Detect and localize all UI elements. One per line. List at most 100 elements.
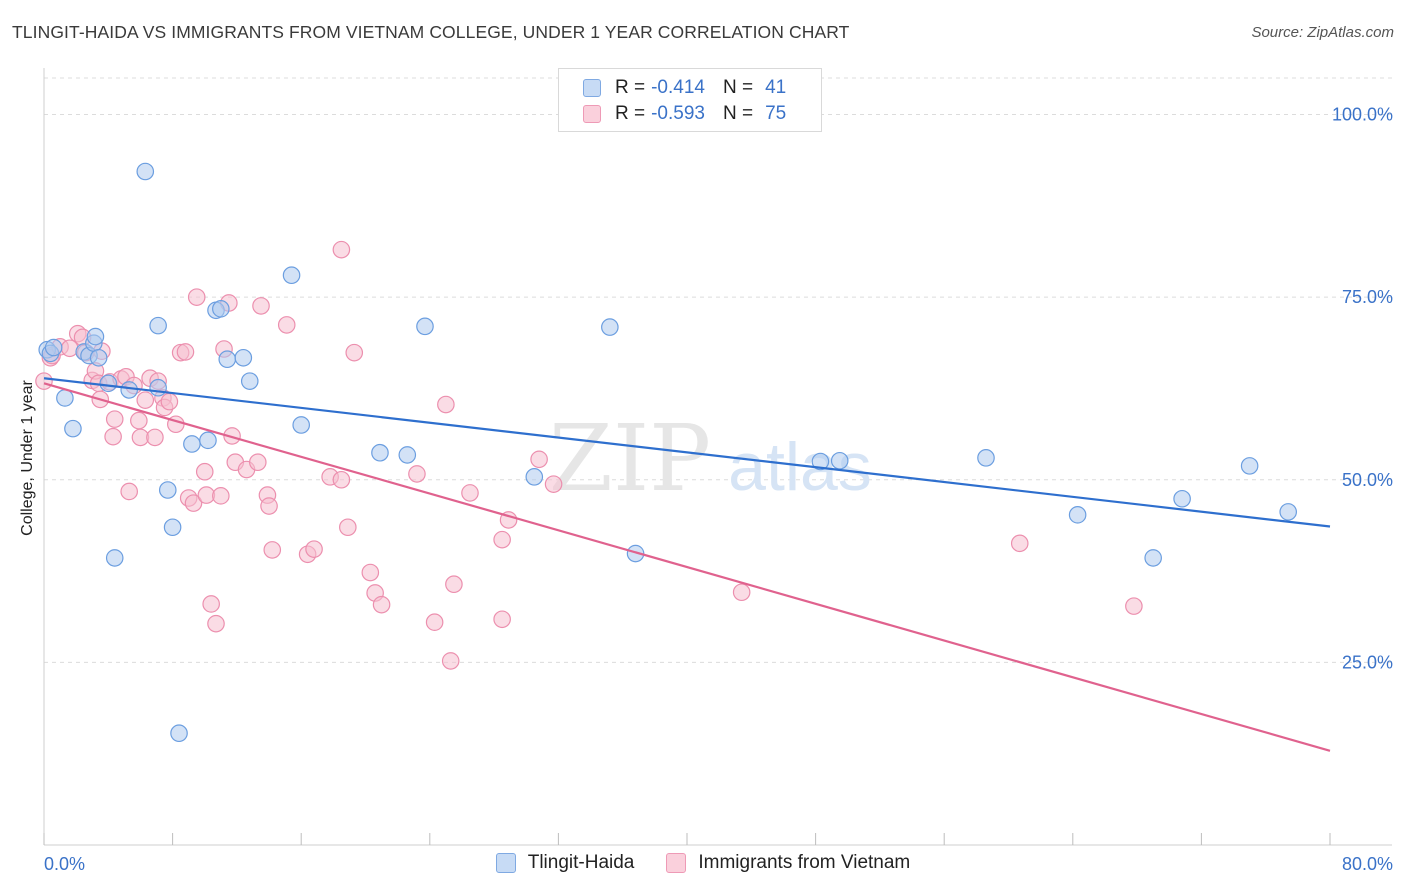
- point-vietnam: [1010, 534, 1029, 553]
- point-tlingit-haida: [105, 549, 124, 567]
- stats-legend: R = -0.414 N = 41 R = -0.593 N = 75: [558, 68, 822, 132]
- point-vietnam: [461, 484, 479, 502]
- point-tlingit-haida: [149, 316, 167, 335]
- point-vietnam: [437, 395, 455, 414]
- source-label: Source: ZipAtlas.com: [1251, 24, 1394, 41]
- trend-lines: [43, 377, 1331, 752]
- point-vietnam: [361, 563, 380, 582]
- point-vietnam: [445, 575, 463, 594]
- point-vietnam: [1125, 597, 1143, 615]
- point-vietnam: [425, 613, 444, 632]
- x-tick-label: 80.0%: [1342, 854, 1393, 874]
- point-vietnam: [732, 583, 751, 602]
- legend-row-tlingit: R = -0.414 N = 41: [583, 76, 786, 100]
- watermark-zip: ZIP: [549, 405, 711, 512]
- point-tlingit-haida: [601, 318, 619, 336]
- point-tlingit-haida: [1144, 549, 1162, 567]
- point-vietnam: [305, 540, 323, 558]
- series-tlingit-haida: [38, 162, 1298, 743]
- grid: [44, 77, 1392, 663]
- legend-label-vietnam: Immigrants from Vietnam: [698, 852, 911, 873]
- point-tlingit-haida: [120, 381, 138, 399]
- point-vietnam: [184, 494, 203, 512]
- x-tick-label: 0.0%: [44, 854, 85, 874]
- point-tlingit-haida: [234, 348, 253, 367]
- point-vietnam: [277, 316, 296, 334]
- point-vietnam: [408, 465, 426, 483]
- point-tlingit-haida: [525, 468, 544, 486]
- watermark: ZIP atlas: [549, 405, 872, 512]
- point-vietnam: [493, 610, 511, 629]
- point-vietnam: [120, 482, 138, 501]
- watermark-atlas: atlas: [728, 429, 872, 505]
- y-tick-label: 50.0%: [1342, 470, 1393, 490]
- legend-swatch-pink: [583, 105, 601, 123]
- point-tlingit-haida: [811, 452, 830, 471]
- y-tick-label: 75.0%: [1342, 287, 1393, 307]
- legend-swatch-blue: [495, 853, 516, 873]
- point-vietnam: [248, 453, 267, 472]
- series-legend: Tlingit-Haida Immigrants from Vietnam: [0, 852, 1406, 874]
- point-tlingit-haida: [149, 378, 167, 397]
- point-vietnam: [332, 240, 351, 259]
- point-vietnam: [372, 595, 391, 614]
- point-vietnam: [105, 410, 124, 428]
- point-tlingit-haida: [199, 431, 217, 450]
- point-tlingit-haida: [626, 544, 645, 563]
- point-vietnam: [493, 530, 511, 549]
- series-immigrants-from-vietnam: [35, 240, 1143, 670]
- point-tlingit-haida: [292, 416, 310, 434]
- legend-label-tlingit-haida: Tlingit-Haida: [527, 852, 635, 873]
- point-tlingit-haida: [64, 419, 82, 438]
- point-tlingit-haida: [1068, 506, 1087, 524]
- point-vietnam: [441, 652, 460, 670]
- y-axis-label: College, Under 1 year: [19, 380, 36, 536]
- point-tlingit-haida: [1279, 503, 1298, 521]
- trend-line-vietnam: [43, 382, 1331, 752]
- point-tlingit-haida: [240, 372, 259, 390]
- point-tlingit-haida: [1240, 457, 1259, 475]
- point-tlingit-haida: [56, 389, 74, 407]
- axes: [43, 68, 1392, 846]
- point-tlingit-haida: [99, 374, 118, 393]
- point-tlingit-haida: [416, 317, 434, 336]
- legend-row-vietnam: R = -0.593 N = 75: [583, 102, 786, 126]
- point-vietnam: [260, 497, 278, 515]
- tick-labels: 25.0% 50.0% 75.0% 100.0% 0.0% 80.0%: [44, 105, 1393, 874]
- point-vietnam: [252, 297, 270, 315]
- point-vietnam: [332, 470, 351, 489]
- point-tlingit-haida: [89, 348, 108, 367]
- point-vietnam: [136, 391, 155, 409]
- point-vietnam: [60, 339, 79, 358]
- point-vietnam: [345, 343, 364, 362]
- point-tlingit-haida: [170, 724, 188, 743]
- legend-n-value: 41: [765, 77, 787, 98]
- legend-swatch-blue: [583, 79, 601, 97]
- legend-r-label: R =: [615, 103, 646, 124]
- point-tlingit-haida: [44, 338, 63, 357]
- chart-title: TLINGIT-HAIDA VS IMMIGRANTS FROM VIETNAM…: [12, 22, 850, 42]
- point-tlingit-haida: [977, 449, 995, 467]
- point-vietnam: [146, 428, 164, 447]
- point-tlingit-haida: [1173, 489, 1191, 508]
- point-vietnam: [104, 427, 122, 446]
- point-vietnam: [207, 614, 225, 633]
- point-tlingit-haida: [163, 518, 182, 537]
- legend-n-label: N =: [722, 77, 754, 98]
- legend-n-label: N =: [722, 103, 754, 124]
- point-vietnam: [160, 392, 179, 411]
- point-vietnam: [187, 288, 206, 306]
- point-vietnam: [339, 518, 357, 537]
- trend-line-tlingit-haida: [43, 377, 1331, 528]
- point-tlingit-haida: [371, 443, 389, 462]
- legend-r-value: -0.414: [651, 77, 705, 98]
- legend-item-tlingit-haida: Tlingit-Haida: [495, 852, 635, 874]
- point-vietnam: [212, 487, 230, 505]
- point-vietnam: [130, 411, 148, 430]
- point-tlingit-haida: [282, 266, 301, 285]
- point-tlingit-haida: [158, 481, 177, 499]
- point-tlingit-haida: [830, 451, 849, 470]
- point-tlingit-haida: [212, 300, 230, 318]
- point-vietnam: [263, 541, 282, 559]
- legend-item-vietnam: Immigrants from Vietnam: [666, 852, 910, 874]
